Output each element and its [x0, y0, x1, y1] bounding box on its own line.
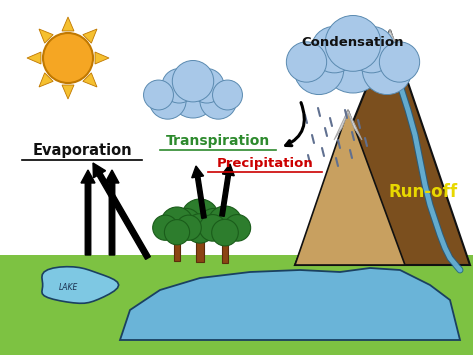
Text: Run-off: Run-off	[388, 183, 457, 201]
Circle shape	[161, 207, 193, 239]
Circle shape	[379, 42, 420, 82]
Circle shape	[348, 26, 395, 73]
Polygon shape	[83, 29, 97, 43]
Circle shape	[165, 220, 190, 245]
Circle shape	[176, 215, 201, 240]
Polygon shape	[120, 268, 460, 340]
Polygon shape	[95, 52, 109, 64]
Polygon shape	[295, 30, 470, 265]
Polygon shape	[371, 30, 409, 75]
FancyArrow shape	[81, 170, 95, 255]
Bar	[222, 235, 228, 263]
Text: Precipitation: Precipitation	[217, 157, 314, 170]
Circle shape	[143, 80, 174, 110]
Polygon shape	[62, 85, 74, 99]
Polygon shape	[295, 110, 405, 265]
Circle shape	[170, 72, 216, 118]
Circle shape	[212, 80, 243, 110]
Bar	[0, 255, 473, 355]
Text: Transpiration: Transpiration	[166, 134, 270, 148]
Circle shape	[162, 69, 196, 103]
FancyArrow shape	[93, 163, 150, 260]
Circle shape	[199, 208, 228, 238]
Circle shape	[153, 215, 178, 240]
Circle shape	[172, 208, 201, 238]
Circle shape	[149, 82, 186, 119]
Polygon shape	[62, 17, 74, 31]
Circle shape	[200, 82, 236, 119]
Circle shape	[325, 16, 381, 71]
Text: Evaporation: Evaporation	[32, 143, 132, 158]
Bar	[174, 234, 180, 261]
Polygon shape	[334, 110, 362, 140]
Circle shape	[181, 199, 219, 237]
FancyArrow shape	[105, 170, 119, 255]
Circle shape	[311, 26, 358, 73]
Polygon shape	[39, 73, 53, 87]
Polygon shape	[83, 73, 97, 87]
Circle shape	[190, 69, 224, 103]
Circle shape	[212, 219, 238, 246]
Circle shape	[322, 31, 384, 93]
Circle shape	[224, 214, 251, 241]
Bar	[196, 230, 204, 262]
Polygon shape	[39, 29, 53, 43]
Polygon shape	[27, 52, 41, 64]
Circle shape	[43, 33, 93, 83]
Circle shape	[199, 214, 226, 241]
Polygon shape	[42, 267, 119, 303]
FancyArrow shape	[220, 164, 234, 216]
Circle shape	[208, 206, 242, 240]
Circle shape	[185, 214, 215, 243]
Text: LAKE: LAKE	[58, 284, 78, 293]
Circle shape	[294, 45, 344, 94]
Circle shape	[286, 42, 327, 82]
Circle shape	[172, 60, 214, 102]
Text: Condensation: Condensation	[302, 36, 404, 49]
Circle shape	[362, 45, 412, 94]
FancyArrow shape	[192, 166, 206, 218]
